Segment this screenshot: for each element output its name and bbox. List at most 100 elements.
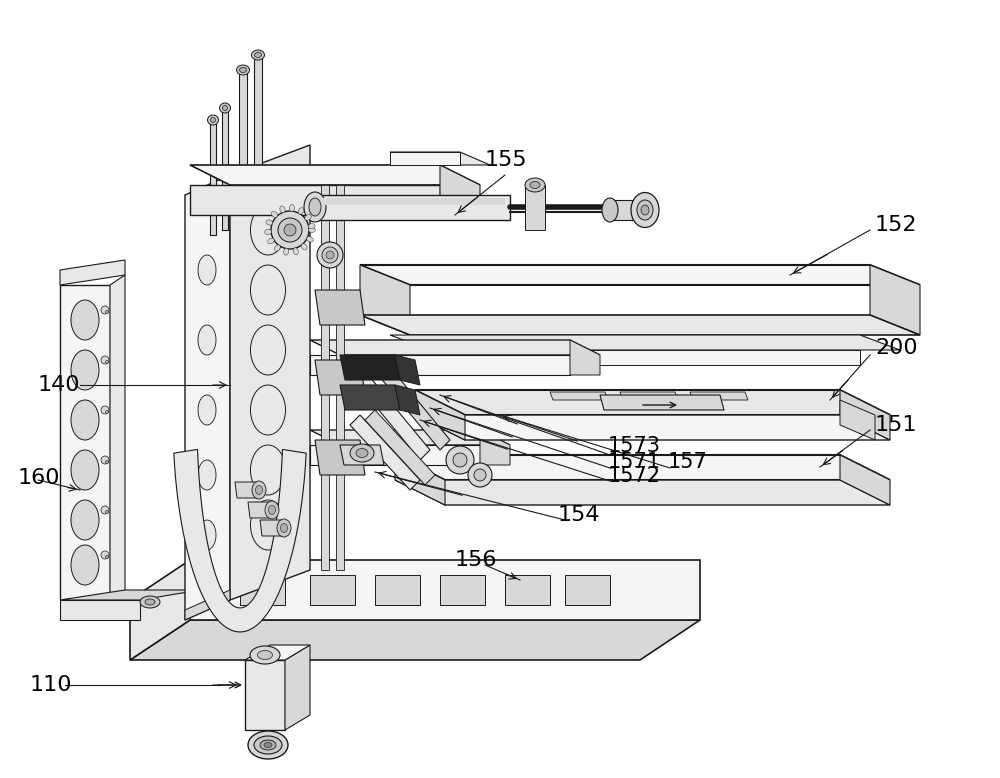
Text: 154: 154 bbox=[558, 505, 600, 525]
Ellipse shape bbox=[289, 205, 294, 212]
Ellipse shape bbox=[71, 350, 99, 390]
Text: 1573: 1573 bbox=[608, 436, 661, 456]
Ellipse shape bbox=[71, 300, 99, 340]
Ellipse shape bbox=[322, 247, 338, 263]
Polygon shape bbox=[375, 575, 420, 605]
Text: 140: 140 bbox=[38, 375, 80, 395]
Text: 160: 160 bbox=[18, 468, 60, 488]
Ellipse shape bbox=[278, 218, 302, 242]
Polygon shape bbox=[610, 200, 635, 220]
Ellipse shape bbox=[210, 117, 216, 122]
Ellipse shape bbox=[252, 50, 264, 60]
Polygon shape bbox=[315, 440, 365, 475]
Polygon shape bbox=[310, 340, 600, 355]
Ellipse shape bbox=[101, 456, 109, 464]
Ellipse shape bbox=[106, 411, 108, 413]
Ellipse shape bbox=[106, 360, 108, 363]
Ellipse shape bbox=[250, 265, 286, 315]
Polygon shape bbox=[245, 645, 310, 660]
Ellipse shape bbox=[356, 448, 368, 457]
Ellipse shape bbox=[265, 501, 279, 519]
Ellipse shape bbox=[298, 208, 304, 214]
Polygon shape bbox=[260, 520, 284, 536]
Polygon shape bbox=[315, 198, 505, 205]
Ellipse shape bbox=[275, 245, 280, 251]
Ellipse shape bbox=[258, 650, 272, 660]
Polygon shape bbox=[360, 265, 410, 335]
Polygon shape bbox=[210, 120, 216, 235]
Polygon shape bbox=[310, 430, 510, 445]
Ellipse shape bbox=[308, 223, 315, 229]
Ellipse shape bbox=[248, 731, 288, 759]
Ellipse shape bbox=[304, 192, 326, 222]
Ellipse shape bbox=[453, 453, 467, 467]
Ellipse shape bbox=[260, 740, 276, 750]
Ellipse shape bbox=[250, 445, 286, 495]
Ellipse shape bbox=[254, 52, 262, 58]
Ellipse shape bbox=[326, 251, 334, 259]
Polygon shape bbox=[840, 390, 890, 440]
Polygon shape bbox=[440, 575, 485, 605]
Polygon shape bbox=[254, 55, 262, 195]
Polygon shape bbox=[350, 415, 420, 490]
Ellipse shape bbox=[474, 469, 486, 481]
Ellipse shape bbox=[250, 325, 286, 375]
Polygon shape bbox=[110, 275, 125, 600]
Ellipse shape bbox=[305, 215, 311, 220]
Ellipse shape bbox=[446, 446, 474, 474]
Polygon shape bbox=[620, 392, 678, 400]
Text: 1572: 1572 bbox=[608, 466, 661, 486]
Polygon shape bbox=[390, 152, 460, 165]
Ellipse shape bbox=[277, 519, 291, 537]
Ellipse shape bbox=[101, 506, 109, 514]
Ellipse shape bbox=[284, 248, 289, 255]
Ellipse shape bbox=[293, 248, 298, 254]
Text: 155: 155 bbox=[485, 150, 528, 170]
Polygon shape bbox=[310, 195, 510, 220]
Ellipse shape bbox=[284, 224, 296, 236]
Text: 152: 152 bbox=[875, 215, 918, 235]
Ellipse shape bbox=[271, 212, 277, 218]
Polygon shape bbox=[174, 450, 306, 632]
Polygon shape bbox=[315, 290, 365, 325]
Ellipse shape bbox=[106, 555, 108, 559]
Polygon shape bbox=[315, 360, 365, 395]
Ellipse shape bbox=[71, 545, 99, 585]
Ellipse shape bbox=[280, 524, 288, 532]
Polygon shape bbox=[350, 365, 430, 460]
Polygon shape bbox=[570, 340, 600, 375]
Polygon shape bbox=[230, 145, 310, 600]
Polygon shape bbox=[390, 335, 900, 350]
Ellipse shape bbox=[350, 444, 374, 462]
Polygon shape bbox=[60, 590, 200, 600]
Polygon shape bbox=[190, 560, 700, 620]
Ellipse shape bbox=[250, 385, 286, 435]
Ellipse shape bbox=[198, 325, 216, 355]
Ellipse shape bbox=[271, 211, 309, 249]
Ellipse shape bbox=[208, 115, 218, 125]
Polygon shape bbox=[600, 395, 724, 410]
Polygon shape bbox=[60, 260, 125, 285]
Polygon shape bbox=[190, 185, 440, 215]
Ellipse shape bbox=[252, 481, 266, 499]
Ellipse shape bbox=[250, 205, 286, 255]
Ellipse shape bbox=[198, 520, 216, 550]
Polygon shape bbox=[440, 165, 480, 215]
Polygon shape bbox=[340, 385, 400, 410]
Polygon shape bbox=[360, 265, 920, 285]
Ellipse shape bbox=[256, 485, 262, 495]
Ellipse shape bbox=[307, 237, 313, 242]
Ellipse shape bbox=[641, 205, 649, 215]
Ellipse shape bbox=[266, 220, 273, 225]
Polygon shape bbox=[870, 265, 920, 335]
Polygon shape bbox=[370, 355, 450, 450]
Text: 200: 200 bbox=[875, 338, 918, 358]
Polygon shape bbox=[190, 165, 480, 185]
Ellipse shape bbox=[71, 400, 99, 440]
Polygon shape bbox=[130, 560, 190, 660]
Polygon shape bbox=[415, 390, 890, 415]
Polygon shape bbox=[395, 455, 890, 480]
Polygon shape bbox=[840, 455, 890, 505]
Ellipse shape bbox=[250, 500, 286, 550]
Polygon shape bbox=[390, 152, 490, 165]
